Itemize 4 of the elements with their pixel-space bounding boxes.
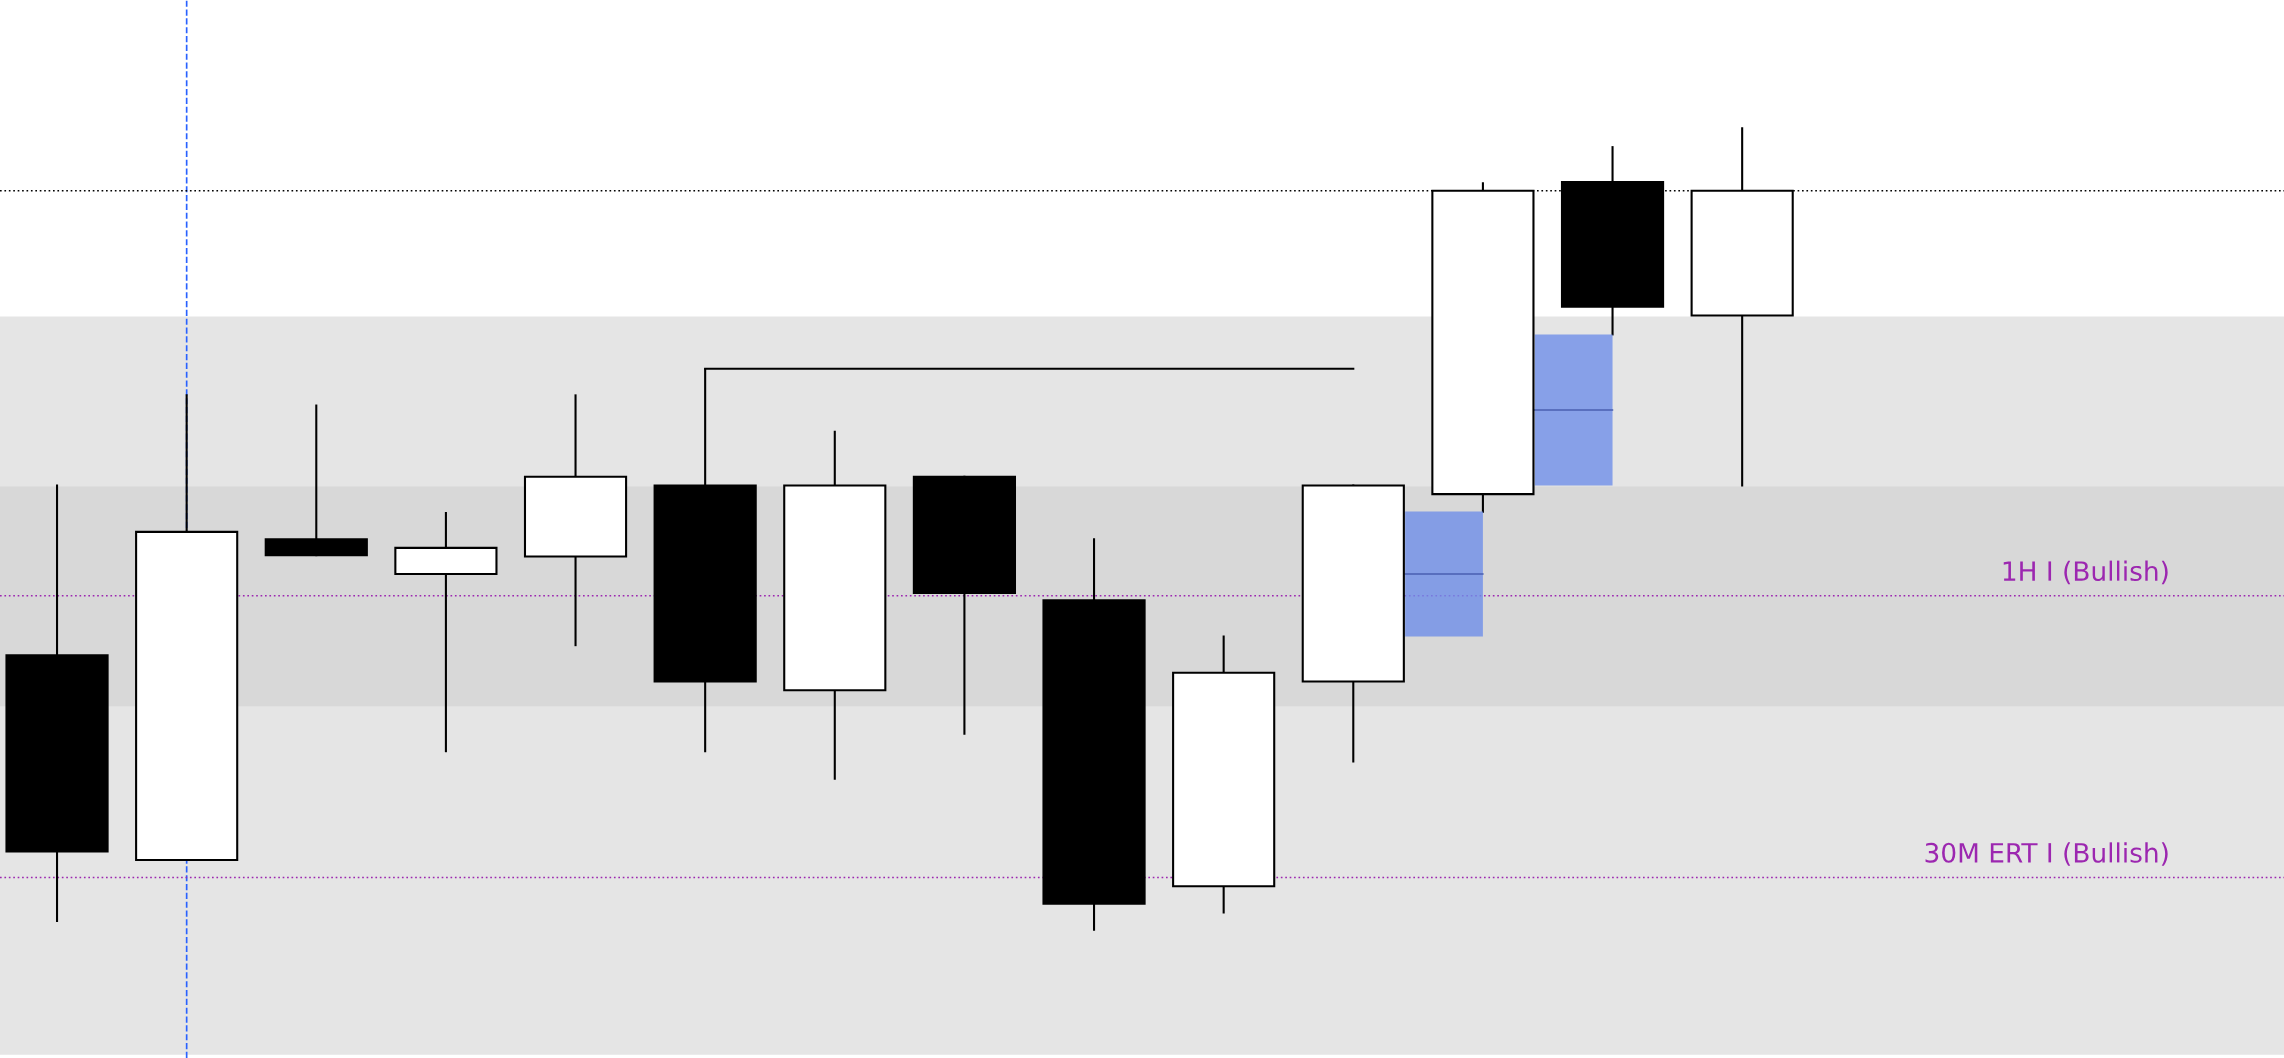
candlestick [394,512,498,753]
candlestick [264,404,368,557]
ref-line-label: 1H I (Bullish) [2003,560,2168,585]
ref-line-label: 30M ERT I (Bullish) [1925,842,2168,866]
